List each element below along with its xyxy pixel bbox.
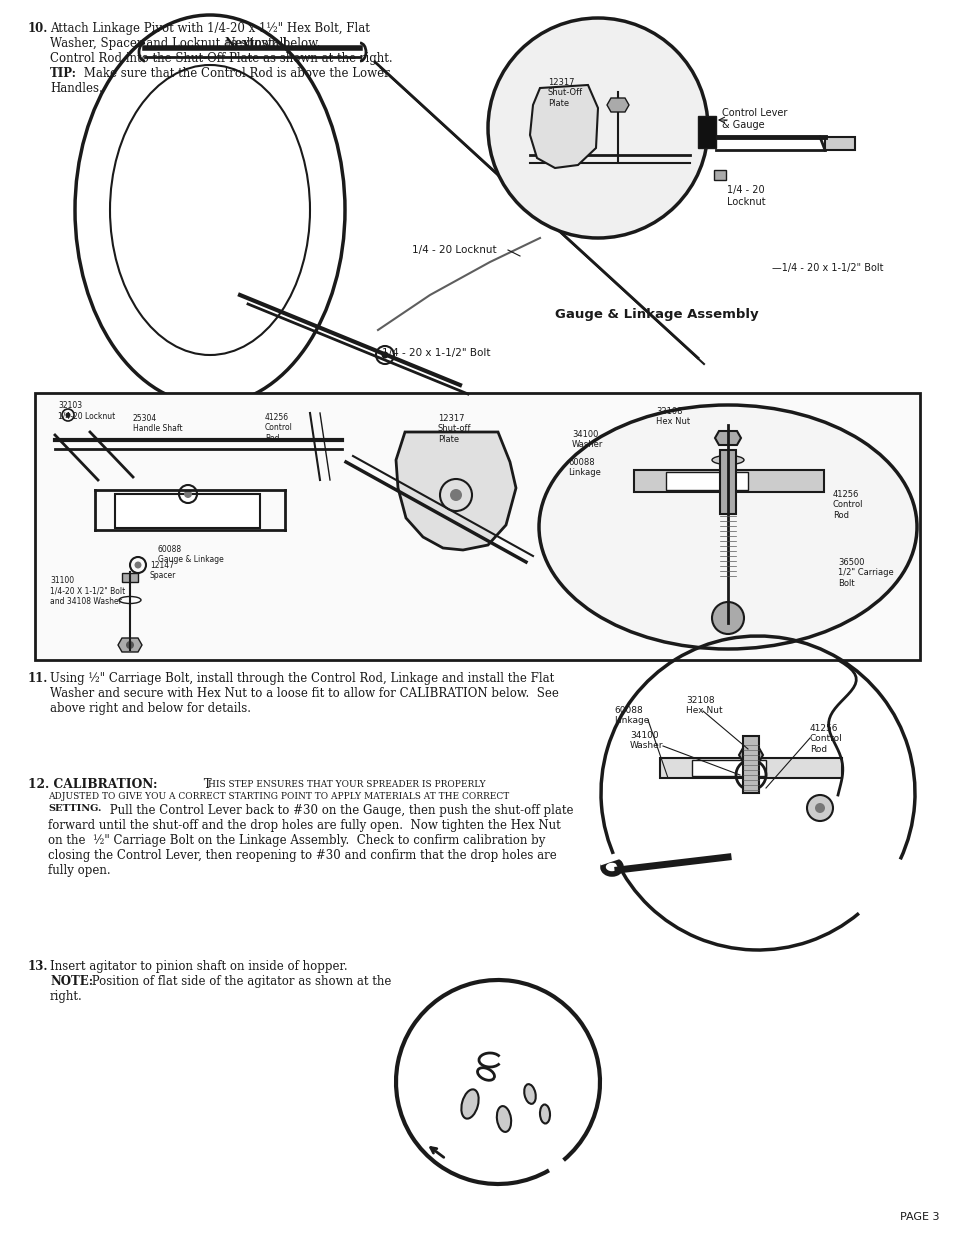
Text: —1/4 - 20 x 1-1/2" Bolt: —1/4 - 20 x 1-1/2" Bolt: [771, 263, 882, 273]
Ellipse shape: [524, 1084, 536, 1104]
Text: TIP:: TIP:: [50, 67, 77, 80]
Text: Gauge & Linkage Assembly: Gauge & Linkage Assembly: [555, 308, 758, 321]
Bar: [659, 758, 841, 778]
Text: fully open.: fully open.: [48, 864, 111, 877]
Text: Washer, Spacer and Locknut as shown below.: Washer, Spacer and Locknut as shown belo…: [50, 37, 328, 49]
Circle shape: [184, 490, 192, 498]
Ellipse shape: [711, 456, 743, 464]
Text: 31100
1/4-20 X 1-1/2" Bolt
and 34108 Washer: 31100 1/4-20 X 1-1/2" Bolt and 34108 Was…: [50, 576, 125, 606]
Text: 32108
Hex Nut: 32108 Hex Nut: [656, 408, 689, 426]
Text: 1/4 - 20
Locknut: 1/4 - 20 Locknut: [726, 185, 765, 206]
Text: 12147
Spacer: 12147 Spacer: [150, 561, 176, 580]
Polygon shape: [739, 748, 762, 762]
Bar: [691, 760, 765, 776]
Bar: [698, 116, 716, 148]
Text: 34100
Washer: 34100 Washer: [572, 430, 602, 450]
Text: 60088
Gauge & Linkage: 60088 Gauge & Linkage: [158, 545, 224, 564]
Text: Control Rod into the Shut-Off Plate as shown at the right.: Control Rod into the Shut-Off Plate as s…: [50, 52, 393, 65]
Text: 34100
Washer: 34100 Washer: [629, 731, 662, 751]
Text: 12317
Shut-Off
Plate: 12317 Shut-Off Plate: [547, 78, 582, 107]
Text: on the  ½" Carriage Bolt on the Linkage Assembly.  Check to confirm calibration : on the ½" Carriage Bolt on the Linkage A…: [48, 834, 545, 847]
Text: Insert agitator to pinion shaft on inside of hopper.: Insert agitator to pinion shaft on insid…: [50, 960, 347, 973]
Bar: [665, 472, 747, 490]
Text: 32108
Hex Nut: 32108 Hex Nut: [685, 697, 721, 715]
Text: Handles.: Handles.: [50, 82, 103, 95]
Text: Next: Next: [224, 37, 254, 49]
Text: install: install: [247, 37, 287, 49]
Polygon shape: [118, 638, 142, 652]
Text: 41256
Control
Rod: 41256 Control Rod: [832, 490, 862, 520]
Circle shape: [814, 803, 824, 813]
Text: 12317
Shut-off
Plate: 12317 Shut-off Plate: [437, 414, 471, 443]
Text: forward until the shut-off and the drop holes are fully open.  Now tighten the H: forward until the shut-off and the drop …: [48, 819, 560, 832]
Text: 10.: 10.: [28, 22, 49, 35]
Text: 60088
Linkage: 60088 Linkage: [567, 458, 600, 478]
Circle shape: [66, 412, 71, 417]
Polygon shape: [714, 431, 740, 445]
Text: 36500
1/2" Carriage
Bolt: 36500 1/2" Carriage Bolt: [837, 558, 893, 588]
Text: ADJUSTED TO GIVE YOU A CORRECT STARTING POINT TO APPLY MATERIALS AT THE CORRECT: ADJUSTED TO GIVE YOU A CORRECT STARTING …: [48, 792, 509, 802]
Text: 12. CALIBRATION:: 12. CALIBRATION:: [28, 778, 157, 790]
Circle shape: [743, 768, 758, 782]
Text: Using ½" Carriage Bolt, install through the Control Rod, Linkage and install the: Using ½" Carriage Bolt, install through …: [50, 672, 554, 685]
Bar: [115, 494, 260, 529]
Text: Attach Linkage Pivot with 1/4-20 x 1½" Hex Bolt, Flat: Attach Linkage Pivot with 1/4-20 x 1½" H…: [50, 22, 370, 35]
Polygon shape: [395, 432, 516, 550]
Bar: [742, 736, 759, 793]
Text: Position of flat side of the agitator as shown at the: Position of flat side of the agitator as…: [88, 974, 391, 988]
Bar: [713, 170, 725, 180]
Text: 11.: 11.: [28, 672, 49, 685]
Text: 32103
1/4-20 Locknut: 32103 1/4-20 Locknut: [58, 401, 115, 420]
Bar: [35, 393, 919, 659]
Ellipse shape: [461, 1089, 478, 1119]
Circle shape: [711, 601, 743, 634]
Circle shape: [806, 795, 832, 821]
Text: 41256
Control
Rod: 41256 Control Rod: [809, 724, 841, 753]
Circle shape: [126, 641, 133, 650]
Text: HIS STEP ENSURES THAT YOUR SPREADER IS PROPERLY: HIS STEP ENSURES THAT YOUR SPREADER IS P…: [208, 781, 485, 789]
Text: Make sure that the Control Rod is above the Lower: Make sure that the Control Rod is above …: [80, 67, 390, 80]
Polygon shape: [606, 98, 628, 112]
Bar: [122, 573, 138, 582]
Text: SETTING.: SETTING.: [48, 804, 101, 813]
Text: 25304
Handle Shaft: 25304 Handle Shaft: [132, 414, 182, 433]
Ellipse shape: [538, 405, 916, 650]
Bar: [720, 450, 735, 514]
Circle shape: [381, 352, 388, 358]
Text: 1/4 - 20 x 1-1/2" Bolt: 1/4 - 20 x 1-1/2" Bolt: [381, 348, 490, 358]
Bar: [824, 137, 854, 149]
Text: closing the Control Lever, then reopening to #30 and confirm that the drop holes: closing the Control Lever, then reopenin…: [48, 848, 557, 862]
Circle shape: [450, 489, 461, 501]
Circle shape: [488, 19, 707, 238]
Polygon shape: [530, 85, 598, 168]
Text: right.: right.: [50, 990, 83, 1003]
Ellipse shape: [497, 1107, 511, 1132]
Text: 13.: 13.: [28, 960, 49, 973]
Text: T: T: [200, 778, 212, 790]
Text: NOTE:: NOTE:: [50, 974, 93, 988]
Text: Control Lever
& Gauge: Control Lever & Gauge: [721, 107, 786, 130]
Text: 41256
Control
Rod: 41256 Control Rod: [265, 412, 293, 443]
Text: 1/4 - 20 Locknut: 1/4 - 20 Locknut: [412, 245, 497, 254]
Text: Washer and secure with Hex Nut to a loose fit to allow for CALIBRATION below.  S: Washer and secure with Hex Nut to a loos…: [50, 687, 558, 700]
Ellipse shape: [539, 1104, 550, 1124]
Text: PAGE 3: PAGE 3: [899, 1212, 939, 1221]
Text: 60088
Linkage: 60088 Linkage: [614, 706, 649, 725]
Circle shape: [134, 562, 141, 568]
Bar: [634, 471, 823, 492]
Text: above right and below for details.: above right and below for details.: [50, 701, 251, 715]
Text: Pull the Control Lever back to #30 on the Gauge, then push the shut-off plate: Pull the Control Lever back to #30 on th…: [106, 804, 573, 818]
